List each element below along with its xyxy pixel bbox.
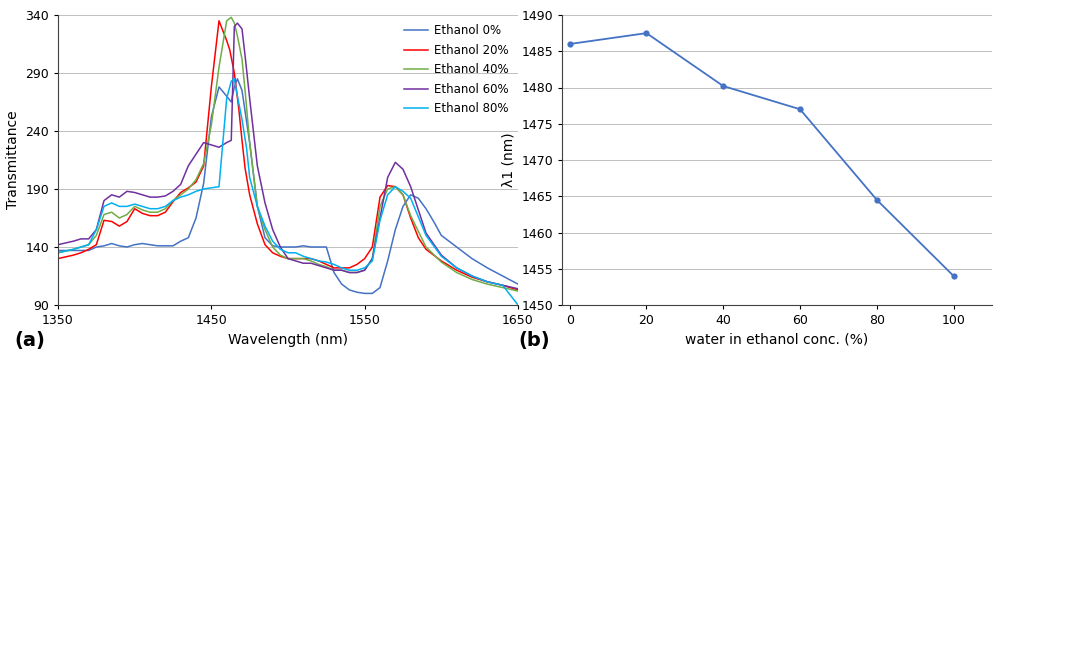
Ethanol 20% [236, 136, 249, 144]
Ethanol 80% [228, 75, 241, 83]
Ethanol 20% [75, 249, 88, 257]
Ethanol 60% [213, 143, 226, 151]
Ethanol 0% [511, 280, 524, 288]
X-axis label: Wavelength (nm): Wavelength (nm) [228, 333, 348, 346]
Ethanol 60% [511, 285, 524, 293]
Ethanol 40% [225, 13, 238, 21]
X-axis label: water in ethanol conc. (%): water in ethanol conc. (%) [685, 333, 869, 346]
Line: Ethanol 80%: Ethanol 80% [58, 79, 518, 305]
Ethanol 40% [365, 255, 378, 263]
Line: Ethanol 40%: Ethanol 40% [58, 17, 518, 291]
Ethanol 0% [358, 290, 371, 297]
Ethanol 20% [335, 264, 348, 272]
Ethanol 60% [305, 259, 318, 267]
Ethanol 20% [213, 17, 226, 25]
Ethanol 80% [281, 249, 294, 257]
Ethanol 80% [305, 255, 318, 263]
Ethanol 60% [52, 241, 65, 249]
Ethanol 20% [82, 246, 95, 253]
Ethanol 60% [320, 264, 333, 272]
Ethanol 20% [343, 264, 356, 272]
Y-axis label: λ1 (nm): λ1 (nm) [502, 133, 516, 187]
Ethanol 40% [320, 263, 333, 271]
Text: (a): (a) [15, 331, 45, 350]
Text: (b): (b) [519, 331, 550, 350]
Ethanol 80% [320, 258, 333, 266]
Legend: Ethanol 0%, Ethanol 20%, Ethanol 40%, Ethanol 60%, Ethanol 80%: Ethanol 0%, Ethanol 20%, Ethanol 40%, Et… [401, 21, 512, 119]
Ethanol 0% [335, 280, 348, 288]
Ethanol 80% [511, 301, 524, 309]
Ethanol 0% [320, 243, 333, 251]
Ethanol 0% [389, 226, 402, 234]
Ethanol 0% [67, 246, 80, 254]
Ethanol 0% [297, 242, 310, 250]
Ethanol 20% [174, 189, 187, 196]
Ethanol 0% [221, 92, 233, 100]
Ethanol 20% [511, 286, 524, 294]
Ethanol 0% [231, 75, 244, 83]
Y-axis label: Transmittance: Transmittance [5, 111, 19, 210]
Ethanol 40% [281, 255, 294, 263]
Ethanol 60% [231, 19, 244, 27]
Line: Ethanol 60%: Ethanol 60% [58, 23, 518, 289]
Ethanol 20% [52, 255, 65, 263]
Ethanol 80% [213, 183, 226, 191]
Ethanol 40% [52, 249, 65, 257]
Ethanol 40% [67, 246, 80, 253]
Ethanol 60% [281, 255, 294, 263]
Line: Ethanol 20%: Ethanol 20% [58, 21, 518, 290]
Ethanol 40% [213, 64, 226, 71]
Ethanol 0% [52, 246, 65, 254]
Line: Ethanol 0%: Ethanol 0% [58, 79, 518, 293]
Ethanol 80% [67, 246, 80, 253]
Ethanol 60% [365, 255, 378, 263]
Ethanol 80% [365, 257, 378, 265]
Ethanol 40% [511, 287, 524, 295]
Ethanol 40% [305, 257, 318, 265]
Ethanol 60% [67, 237, 80, 245]
Ethanol 80% [52, 249, 65, 257]
